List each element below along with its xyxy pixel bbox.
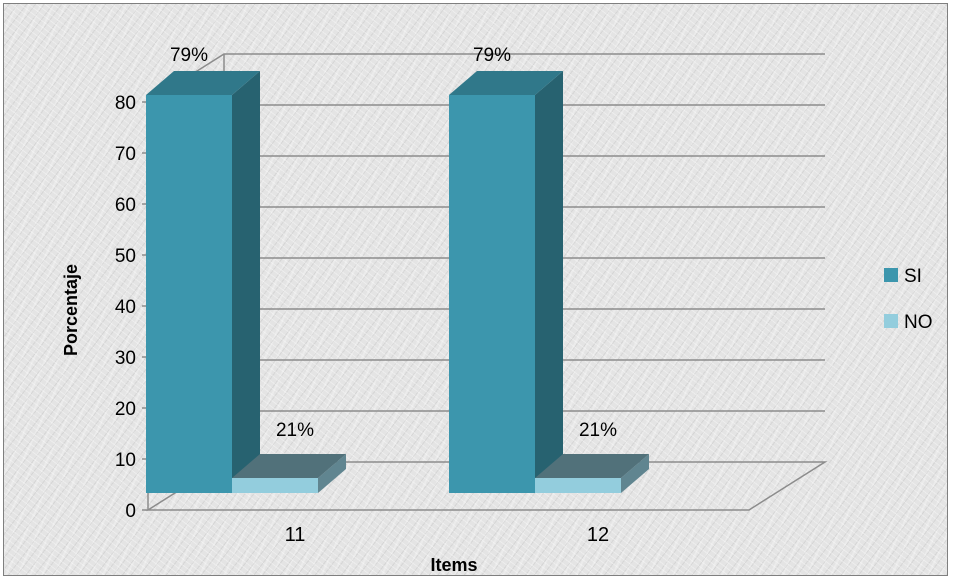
y-tick-label: 70 — [115, 144, 136, 165]
bar-top — [146, 71, 260, 95]
bar-top — [449, 71, 563, 95]
y-axis-title: Porcentaje — [61, 264, 81, 356]
legend-label-si: SI — [904, 266, 922, 287]
bar-side — [535, 71, 563, 493]
y-tick-label: 30 — [115, 348, 136, 369]
bar-si-12 — [449, 71, 563, 493]
x-axis-title: Items — [430, 555, 477, 575]
y-tick-label: 50 — [115, 246, 136, 267]
bar-side — [232, 71, 260, 493]
data-label-si-11: 79% — [170, 45, 208, 66]
legend-label-no: NO — [904, 312, 933, 333]
bar-top — [232, 454, 346, 478]
y-tick-label: 60 — [115, 195, 136, 216]
y-tick-labels: 0 10 20 30 40 50 60 70 80 — [115, 93, 136, 522]
bar-side — [621, 454, 649, 493]
y-tick-label: 10 — [115, 450, 136, 471]
x-tick-label-12: 12 — [587, 524, 609, 546]
bar-front — [146, 95, 232, 493]
bar-side — [318, 454, 346, 493]
bar-si-11 — [146, 71, 260, 493]
data-labels: 79% 21% 79% 21% — [170, 45, 617, 441]
bar-front — [232, 478, 318, 493]
bar-top — [535, 454, 649, 478]
x-tick-label-11: 11 — [285, 524, 306, 546]
x-category-labels: 11 12 — [285, 524, 610, 546]
bars — [146, 71, 649, 493]
data-label-no-11: 21% — [276, 420, 314, 441]
bar-front — [535, 478, 621, 493]
y-tick-label: 80 — [115, 93, 136, 114]
y-tick-label: 40 — [115, 297, 136, 318]
bar-front — [449, 95, 535, 493]
data-label-si-12: 79% — [473, 45, 511, 66]
data-label-no-12: 21% — [579, 420, 617, 441]
bar-no-12 — [535, 454, 649, 493]
bar-no-11 — [232, 454, 346, 493]
legend: SI NO — [884, 266, 933, 333]
y-tick-label: 20 — [115, 399, 136, 420]
legend-swatch-no — [884, 314, 898, 328]
legend-swatch-si — [884, 268, 898, 282]
y-tick-label: 0 — [125, 501, 136, 522]
